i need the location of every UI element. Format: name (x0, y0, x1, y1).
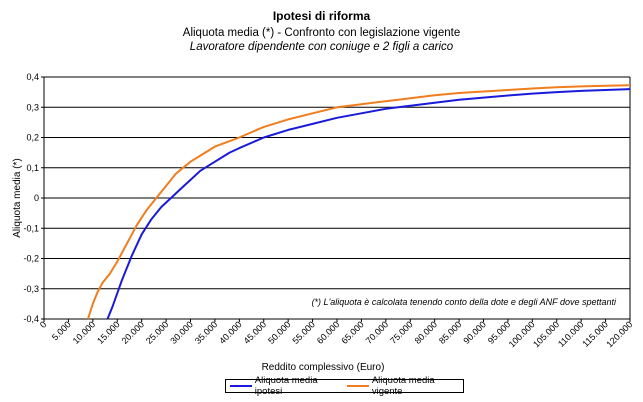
chart-subtitle: Aliquota media (*) - Confronto con legis… (182, 27, 461, 39)
y-tick-label-3: 0,1 (26, 163, 39, 173)
x-tick-label-9: 45.000 (242, 319, 269, 346)
x-tick-label-17: 85.000 (437, 319, 464, 346)
legend-item-ipotesi: Aliquota media ipotesi (230, 375, 339, 397)
y-tick-label-2: 0,2 (26, 133, 39, 143)
x-tick-label-16: 80.000 (413, 319, 440, 346)
y-tick-label-0: 0,4 (26, 72, 39, 82)
x-tick-label-2: 10.000 (71, 319, 98, 346)
y-tick-label-7: -0,3 (23, 284, 39, 294)
chart-footnote: (*) L'aliquota è calcolata tenendo conto… (312, 297, 617, 307)
x-tick-label-13: 65.000 (339, 319, 366, 346)
x-axis-label: Reddito complessivo (Euro) (262, 362, 385, 373)
x-tick-label-18: 90.000 (461, 319, 488, 346)
chart-title: Ipotesi di riforma (272, 9, 371, 23)
x-tick-label-1: 5.000 (50, 319, 73, 342)
x-tick-label-5: 25.000 (144, 319, 171, 346)
y-tick-label-4: 0 (34, 193, 39, 203)
x-tick-label-4: 20.000 (120, 319, 147, 346)
x-tick-label-20: 100.000 (507, 319, 537, 349)
series-line-ipotesi (106, 88, 631, 320)
x-tick-label-24: 120.000 (604, 319, 634, 349)
y-tick-label-5: -0,1 (23, 223, 39, 233)
x-tick-label-12: 60.000 (315, 319, 342, 346)
legend-item-vigente: Aliquota media vigente (347, 375, 459, 397)
legend-swatch-vigente (347, 385, 369, 387)
y-tick-label-6: -0,2 (23, 254, 39, 264)
x-tick-label-7: 35.000 (193, 319, 220, 346)
legend-swatch-ipotesi (230, 385, 252, 387)
x-tick-label-11: 55.000 (290, 319, 317, 346)
x-tick-label-3: 15.000 (95, 319, 122, 346)
x-tick-label-14: 70.000 (364, 319, 391, 346)
x-tick-label-8: 40.000 (217, 319, 244, 346)
x-tick-label-15: 75.000 (388, 319, 415, 346)
legend-label-ipotesi: Aliquota media ipotesi (254, 375, 318, 397)
y-tick-label-1: 0,3 (26, 102, 39, 112)
x-tick-label-21: 105.000 (531, 319, 561, 349)
chart-legend: Aliquota media ipotesi Aliquota media vi… (225, 375, 464, 397)
x-tick-label-0: 0 (38, 319, 49, 330)
chart-subtitle-secondary: Lavoratore dipendente con coniuge e 2 fi… (189, 41, 454, 53)
y-axis-label: Aliquota media (*) (12, 158, 23, 237)
series-line-vigente (86, 84, 631, 320)
legend-label-vigente: Aliquota media vigente (371, 375, 435, 397)
x-tick-label-22: 110.000 (556, 319, 586, 349)
x-tick-label-6: 30.000 (168, 319, 195, 346)
x-tick-label-10: 50.000 (266, 319, 293, 346)
y-tick-label-8: -0,4 (23, 314, 39, 324)
